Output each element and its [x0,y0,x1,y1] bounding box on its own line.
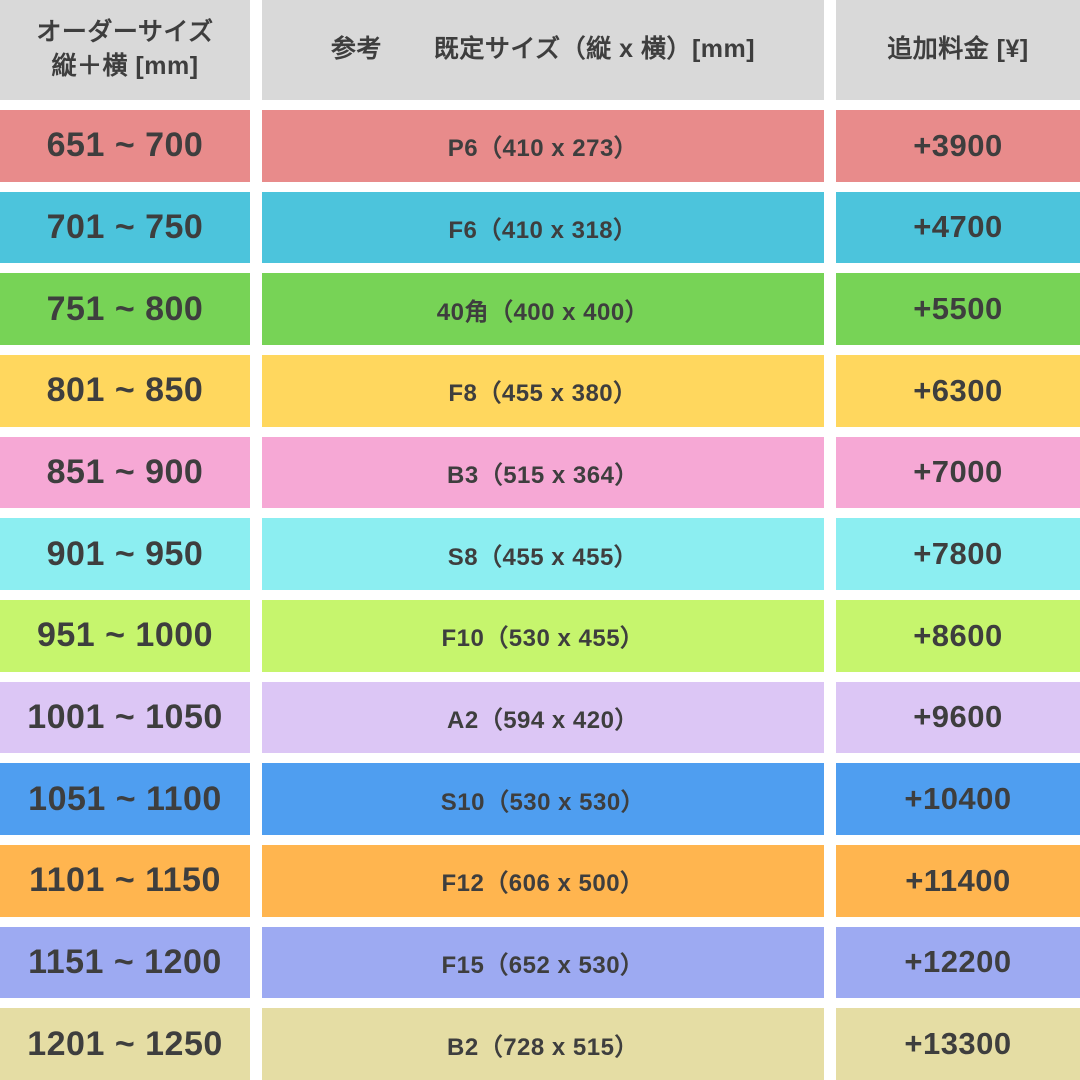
header-extra-fee-label: 追加料金 [¥] [887,35,1029,64]
row-range-cell: 851 ~ 900 [0,436,250,509]
row-size-cell: F15（652 x 530） [262,926,824,999]
row-size-cell: B2（728 x 515） [262,1008,824,1080]
header-order-size: オーダーサイズ 縦＋横 [mm] [0,0,250,100]
row-fee-cell: +7800 [836,518,1080,590]
row-fee-cell: +10400 [836,763,1080,835]
row-range-cell: 1201 ~ 1250 [0,1008,250,1080]
row-range-cell: 701 ~ 750 [0,191,250,264]
row-fee-cell: +11400 [836,844,1080,917]
row-size-cell: P6（410 x 273） [262,110,824,182]
row-range-cell: 901 ~ 950 [0,518,250,590]
row-fee-cell: +8600 [836,599,1080,672]
row-fee-cell: +6300 [836,354,1080,427]
header-reference-label: 参考 [330,35,382,64]
row-fee-cell: +12200 [836,926,1080,999]
row-size-cell: B3（515 x 364） [262,436,824,509]
row-range-cell: 951 ~ 1000 [0,599,250,672]
row-size-cell: S8（455 x 455） [262,518,824,590]
row-range-cell: 751 ~ 800 [0,273,250,345]
header-standard-size: 参考 既定サイズ（縦 x 横）[mm] [262,0,824,100]
row-size-cell: F8（455 x 380） [262,354,824,427]
row-range-cell: 1101 ~ 1150 [0,844,250,917]
row-fee-cell: +9600 [836,681,1080,754]
row-range-cell: 1051 ~ 1100 [0,763,250,835]
row-range-cell: 651 ~ 700 [0,110,250,182]
row-fee-cell: +3900 [836,110,1080,182]
row-fee-cell: +4700 [836,191,1080,264]
row-range-cell: 1001 ~ 1050 [0,681,250,754]
header-standard-size-label: 既定サイズ（縦 x 横）[mm] [433,35,756,64]
row-range-cell: 1151 ~ 1200 [0,926,250,999]
row-size-cell: A2（594 x 420） [262,681,824,754]
header-order-size-line1: オーダーサイズ [36,18,214,47]
row-size-cell: 40角（400 x 400） [262,273,824,345]
row-size-cell: F6（410 x 318） [262,191,824,264]
header-extra-fee: 追加料金 [¥] [836,0,1080,100]
row-size-cell: F12（606 x 500） [262,844,824,917]
row-size-cell: S10（530 x 530） [262,763,824,835]
row-fee-cell: +5500 [836,273,1080,345]
row-size-cell: F10（530 x 455） [262,599,824,672]
row-fee-cell: +13300 [836,1008,1080,1080]
row-range-cell: 801 ~ 850 [0,354,250,427]
header-order-size-line2: 縦＋横 [mm] [51,52,199,80]
row-fee-cell: +7000 [836,436,1080,509]
